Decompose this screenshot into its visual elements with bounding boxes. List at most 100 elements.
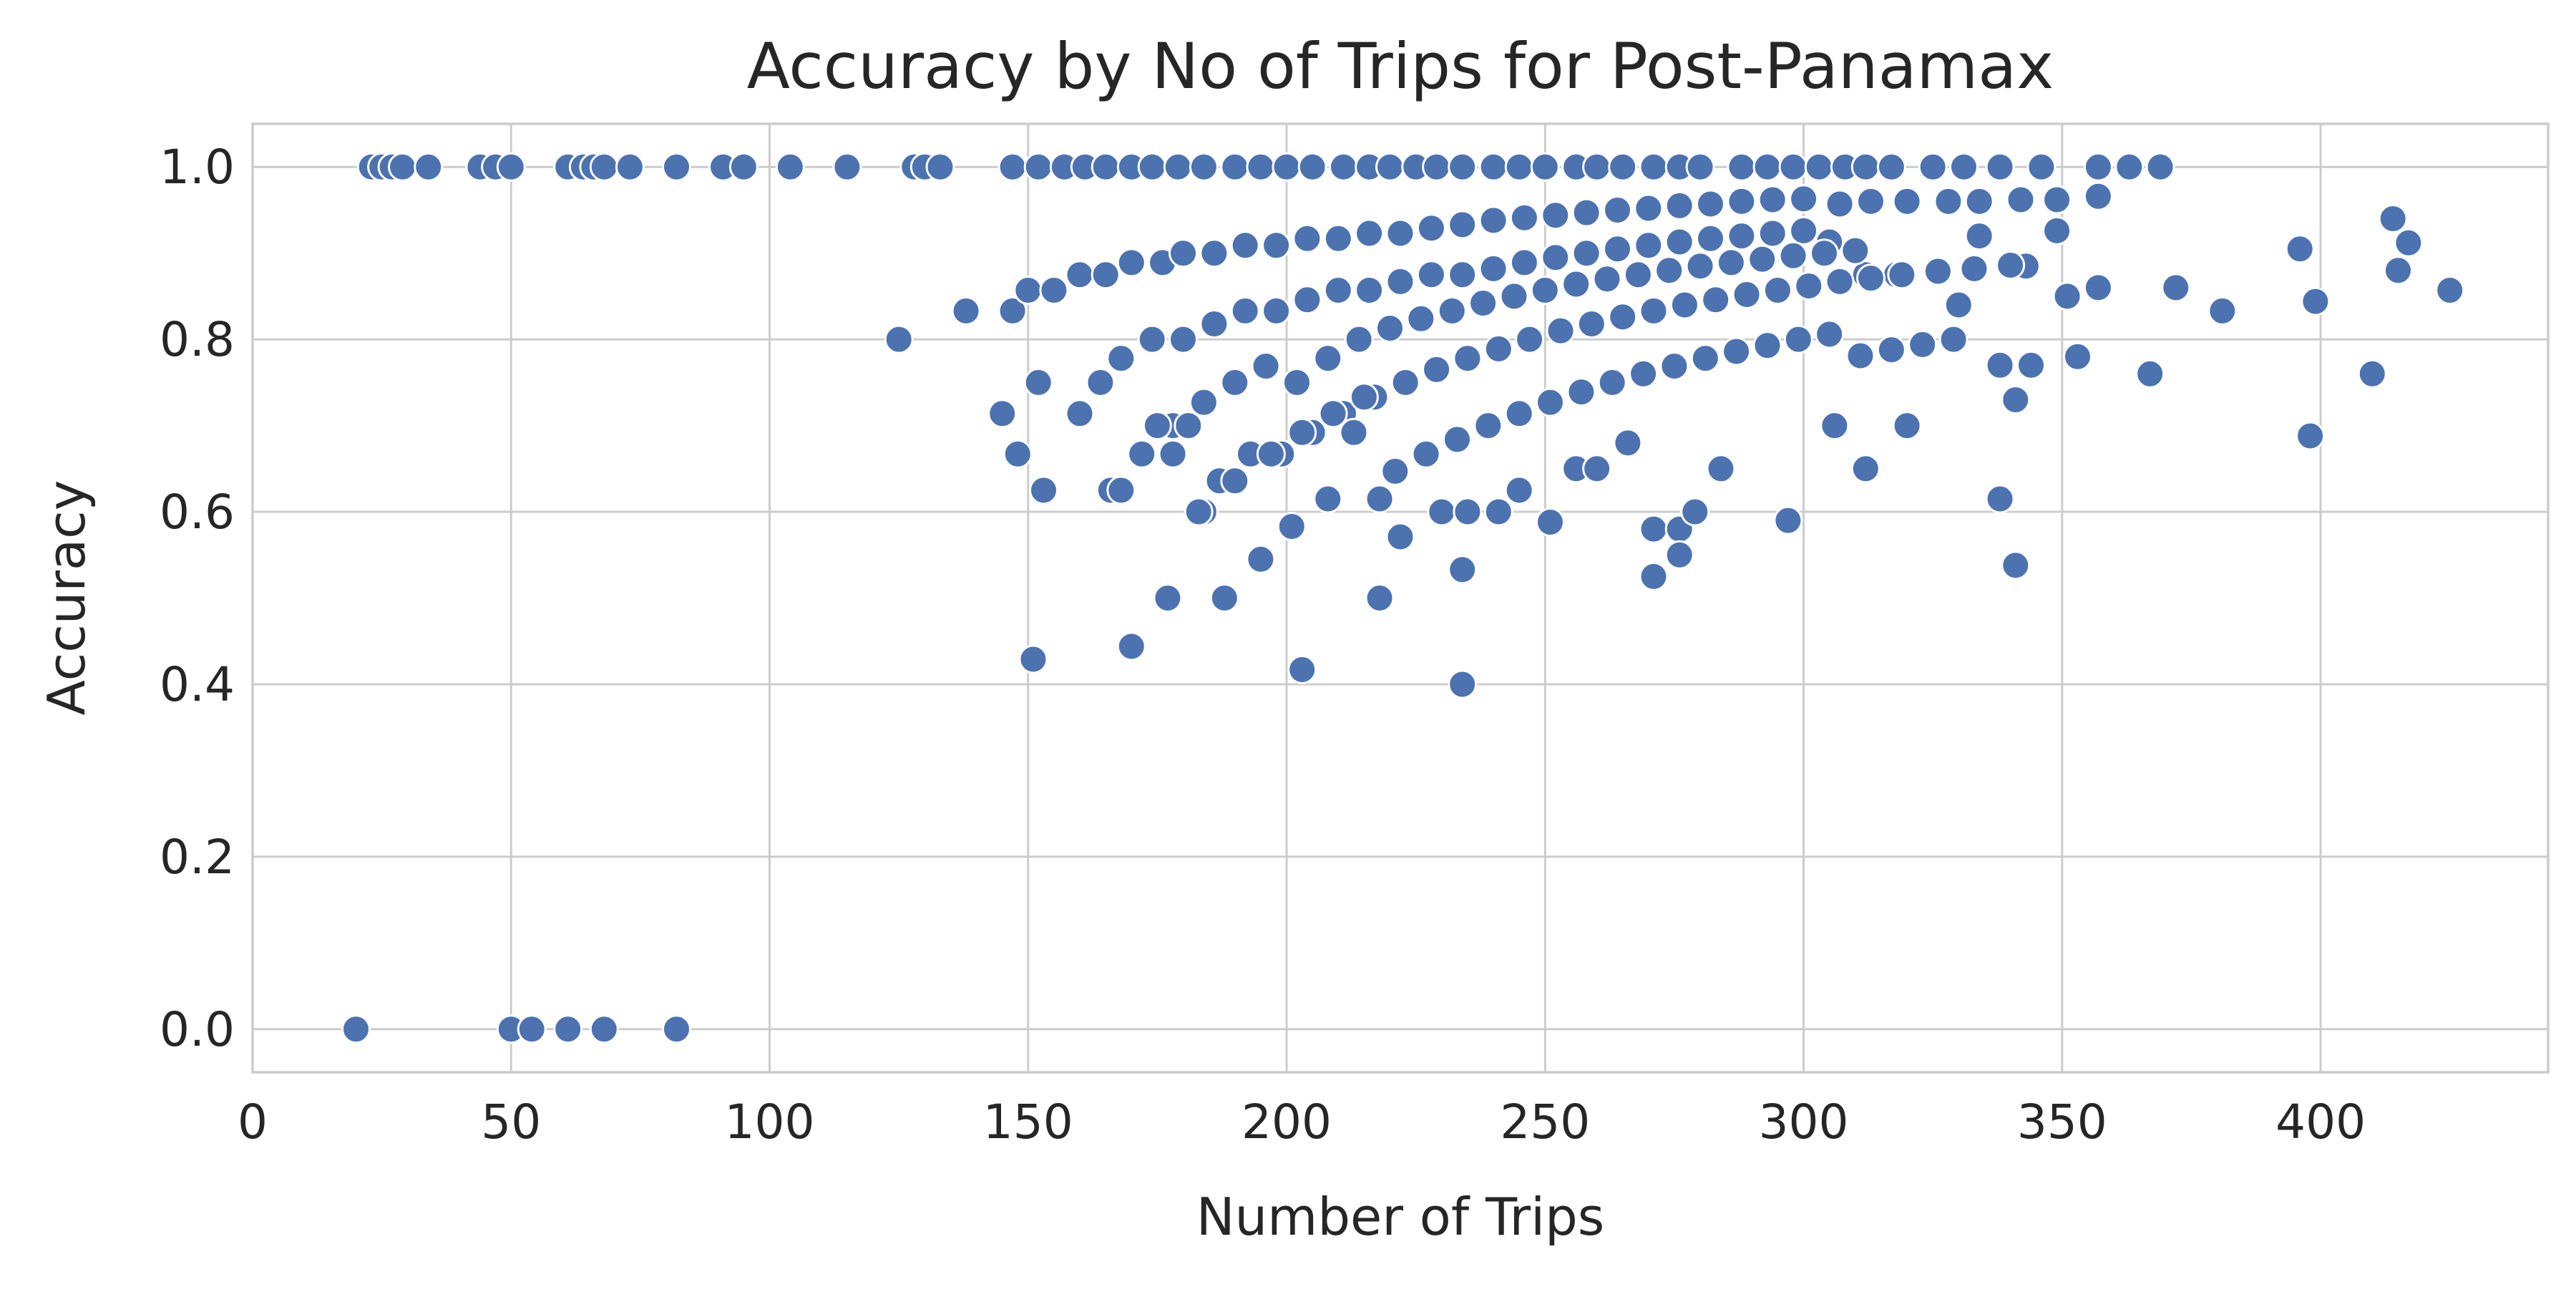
- data-point: [1850, 454, 1880, 484]
- data-point: [1313, 344, 1343, 374]
- data-point: [1536, 507, 1565, 537]
- data-point: [1680, 497, 1710, 527]
- data-point: [1344, 324, 1374, 354]
- data-point: [1959, 253, 1989, 283]
- data-point: [1664, 540, 1694, 570]
- x-axis-label: Number of Trips: [1196, 1187, 1605, 1247]
- data-point: [1582, 454, 1612, 484]
- data-point: [1530, 152, 1560, 182]
- data-point: [1199, 309, 1229, 339]
- data-point: [1536, 387, 1565, 417]
- data-point: [1297, 152, 1327, 182]
- data-point: [728, 152, 758, 182]
- data-point: [775, 152, 805, 182]
- data-point: [1349, 382, 1379, 412]
- data-point: [414, 152, 444, 182]
- data-point: [1230, 296, 1260, 326]
- data-point: [2042, 185, 2072, 215]
- data-point: [1355, 218, 1385, 248]
- data-point: [1876, 335, 1906, 365]
- data-point: [1571, 198, 1601, 228]
- data-point: [496, 152, 526, 182]
- data-point: [2296, 421, 2326, 451]
- data-point: [1256, 439, 1286, 469]
- data-point: [1949, 152, 1979, 182]
- data-point: [1696, 189, 1725, 219]
- data-point: [1448, 555, 1478, 585]
- data-point: [1938, 324, 1968, 354]
- y-tick-label: 0.0: [160, 1002, 235, 1057]
- data-point: [1701, 285, 1731, 315]
- data-point: [1964, 221, 1994, 251]
- x-tick-label: 50: [481, 1094, 541, 1150]
- data-point: [1174, 411, 1204, 441]
- data-point: [997, 152, 1028, 182]
- data-point: [2114, 152, 2145, 182]
- data-point: [1876, 152, 1906, 182]
- x-tick-label: 150: [983, 1094, 1073, 1150]
- data-point: [1887, 260, 1917, 290]
- x-tick-label: 200: [1241, 1094, 1332, 1150]
- data-point: [1448, 210, 1478, 240]
- data-point: [1184, 497, 1214, 527]
- data-point: [1727, 152, 1757, 182]
- data-point: [1722, 336, 1752, 366]
- data-point: [1262, 296, 1292, 326]
- data-point: [1220, 367, 1250, 397]
- data-point: [662, 1014, 691, 1044]
- data-point: [2301, 286, 2331, 316]
- data-point: [1209, 583, 1239, 613]
- data-point: [1892, 186, 1922, 216]
- data-point: [1453, 497, 1483, 527]
- data-point: [1385, 522, 1415, 552]
- data-point: [1659, 351, 1689, 381]
- plot-frame: [251, 122, 2550, 1074]
- data-point: [1448, 669, 1478, 699]
- data-point: [2001, 385, 2031, 414]
- data-point: [1483, 497, 1513, 527]
- data-point: [1727, 186, 1757, 216]
- data-point: [1757, 185, 1787, 215]
- data-point: [1365, 583, 1395, 613]
- data-point: [1943, 290, 1974, 320]
- data-point: [1985, 152, 2015, 182]
- data-point: [1639, 514, 1669, 544]
- data-point: [1856, 263, 1885, 293]
- data-point: [1478, 253, 1508, 283]
- data-point: [1137, 324, 1167, 354]
- data-point: [662, 152, 691, 182]
- data-point: [388, 152, 417, 182]
- data-point: [1287, 655, 1317, 684]
- data-point: [987, 399, 1018, 429]
- data-point: [1406, 303, 1436, 334]
- data-point: [1065, 399, 1095, 429]
- data-point: [1623, 260, 1653, 290]
- data-point: [1985, 350, 2015, 380]
- data-point: [1189, 152, 1219, 182]
- data-point: [1468, 288, 1498, 318]
- data-point: [1065, 260, 1095, 290]
- data-point: [1825, 266, 1855, 296]
- data-point: [1029, 475, 1058, 505]
- data-point: [1845, 341, 1875, 371]
- data-point: [1023, 367, 1053, 397]
- data-point: [1840, 235, 1870, 266]
- data-point: [1199, 238, 1229, 268]
- data-point: [1365, 484, 1395, 514]
- data-point: [1815, 319, 1845, 349]
- x-tick-labels: 0 50 100 150 200 250 300 350 400: [238, 1094, 2366, 1150]
- data-point: [1752, 152, 1782, 182]
- data-point: [1685, 251, 1715, 281]
- data-point: [997, 296, 1028, 326]
- data-point: [1018, 644, 1048, 674]
- data-point: [1634, 193, 1664, 223]
- data-point: [1509, 248, 1539, 278]
- data-point: [1778, 241, 1808, 271]
- data-point: [1390, 367, 1420, 397]
- data-point: [1427, 497, 1457, 527]
- data-point: [1732, 280, 1762, 309]
- data-point: [925, 152, 955, 182]
- data-point: [1664, 227, 1694, 257]
- x-tick-label: 250: [1500, 1094, 1590, 1150]
- data-point: [1375, 314, 1405, 343]
